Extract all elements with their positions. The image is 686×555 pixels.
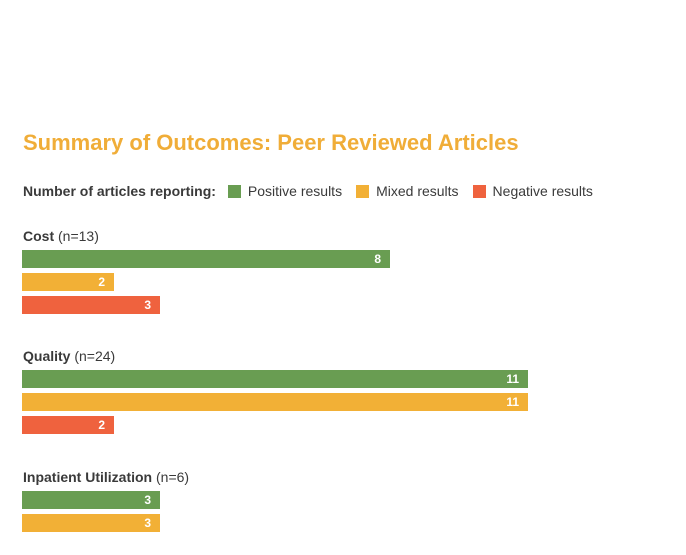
legend-item-negative: Negative results xyxy=(472,183,593,199)
bar-positive: 8 xyxy=(22,250,390,268)
group-name: Quality xyxy=(23,348,71,364)
group-quality: Quality (n=24) 11 11 2 xyxy=(22,347,528,439)
legend-label: Number of articles reporting: xyxy=(23,183,216,199)
group-title-cost: Cost (n=13) xyxy=(23,227,390,245)
bars-cost: 8 2 3 xyxy=(22,250,390,314)
group-count: (n=24) xyxy=(74,348,116,364)
bar-value-label: 2 xyxy=(98,418,105,432)
bar-value-label: 2 xyxy=(98,275,105,289)
bar-value-label: 8 xyxy=(374,252,381,266)
group-name: Inpatient Utilization xyxy=(23,469,153,485)
bar-value-label: 11 xyxy=(506,372,519,386)
legend: Number of articles reporting: Positive r… xyxy=(23,182,607,200)
bars-quality: 11 11 2 xyxy=(22,370,528,434)
bar-mixed: 3 xyxy=(22,514,160,532)
bar-negative: 3 xyxy=(22,296,160,314)
legend-swatch-mixed xyxy=(356,184,370,198)
group-title-quality: Quality (n=24) xyxy=(23,347,528,365)
bar-value-label: 3 xyxy=(144,516,151,530)
bar-positive: 3 xyxy=(22,491,160,509)
group-cost: Cost (n=13) 8 2 3 xyxy=(22,227,390,319)
bar-mixed: 2 xyxy=(22,273,114,291)
legend-text-negative: Negative results xyxy=(492,183,593,199)
bar-value-label: 3 xyxy=(144,493,151,507)
legend-item-positive: Positive results xyxy=(227,183,343,199)
bar-value-label: 3 xyxy=(144,298,151,312)
legend-text-mixed: Mixed results xyxy=(376,183,459,199)
legend-swatch-positive xyxy=(227,184,241,198)
legend-text-positive: Positive results xyxy=(247,183,343,199)
bar-positive: 11 xyxy=(22,370,528,388)
bar-negative: 2 xyxy=(22,416,114,434)
legend-swatch-negative xyxy=(472,184,486,198)
group-name: Cost xyxy=(23,228,55,244)
legend-item-mixed: Mixed results xyxy=(356,183,459,199)
group-count: (n=13) xyxy=(58,228,99,244)
bar-value-label: 11 xyxy=(506,395,519,409)
group-count: (n=6) xyxy=(156,469,190,485)
group-title-inpatient-utilization: Inpatient Utilization (n=6) xyxy=(23,468,189,486)
bar-mixed: 11 xyxy=(22,393,528,411)
chart-title: Summary of Outcomes: Peer Reviewed Artic… xyxy=(23,130,519,155)
